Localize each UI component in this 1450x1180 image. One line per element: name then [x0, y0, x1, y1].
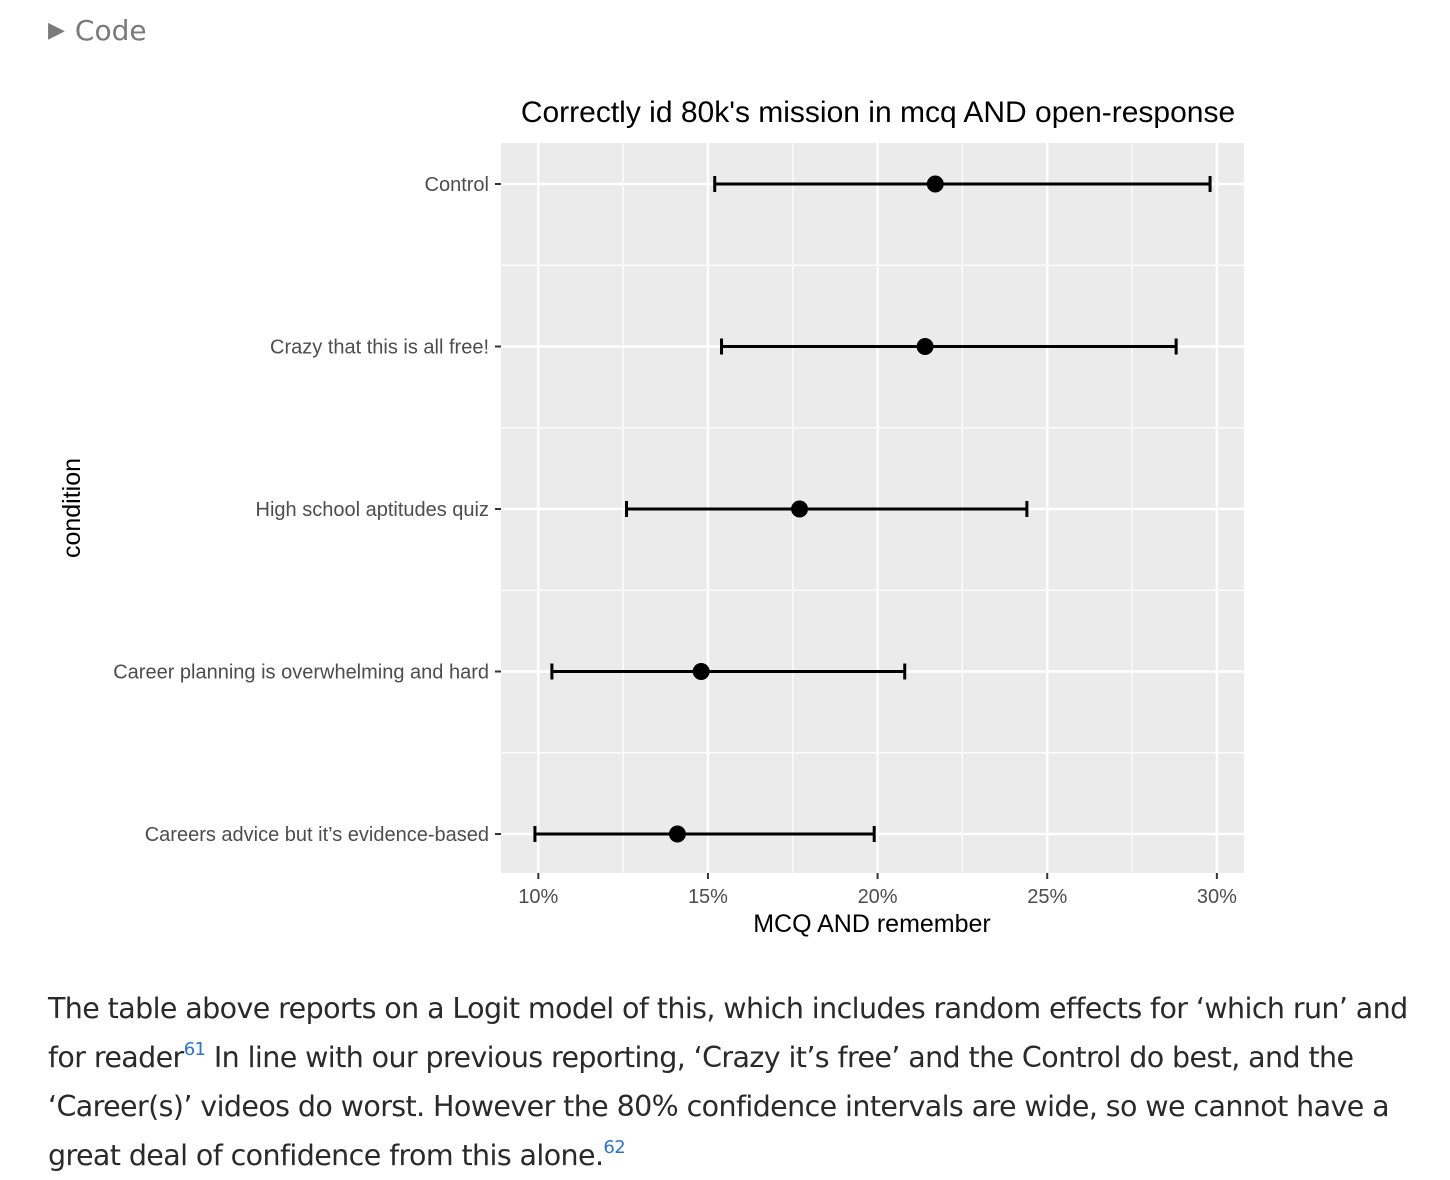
data-marks — [533, 175, 1212, 843]
x-tick-label: 15% — [688, 886, 728, 908]
x-tick-label: 20% — [858, 886, 898, 908]
body-paragraph: The table above reports on a Logit model… — [48, 984, 1438, 1180]
y-tick-label: High school aptitudes quiz — [256, 499, 489, 521]
paragraph-text-1: The table above reports on a Logit model… — [48, 992, 1408, 1074]
y-tick-label: Crazy that this is all free! — [270, 337, 489, 359]
point-estimate — [791, 500, 809, 518]
x-tick-label: 25% — [1027, 886, 1067, 908]
x-tick-label: 10% — [518, 886, 558, 908]
y-tick-label: Careers advice but it’s evidence-based — [145, 824, 489, 846]
point-estimate — [926, 175, 944, 193]
code-toggle-button[interactable]: ▶ Code — [48, 10, 147, 50]
x-axis-label: MCQ AND remember — [753, 910, 991, 938]
triangle-right-icon: ▶ — [48, 17, 65, 43]
footnote-link-62[interactable]: 62 — [603, 1137, 626, 1158]
code-toggle-label: Code — [74, 13, 147, 47]
footnote-link-61[interactable]: 61 — [183, 1039, 206, 1060]
x-axis: 10% 15% 20% 25% 30% — [518, 873, 1237, 908]
y-tick-label: Control — [425, 174, 489, 196]
x-tick-label: 30% — [1197, 886, 1237, 908]
error-bar-chart: Correctly id 80k's mission in mcq AND op… — [58, 96, 1244, 938]
point-estimate — [916, 338, 934, 355]
point-estimate — [692, 663, 710, 680]
y-tick-label: Career planning is overwhelming and hard — [113, 662, 489, 684]
paragraph-text-2: In line with our previous reporting, ‘Cr… — [48, 1041, 1390, 1172]
point-estimate — [668, 825, 686, 843]
y-axis: Control Crazy that this is all free! High … — [113, 174, 501, 846]
chart-title: Correctly id 80k's mission in mcq AND op… — [521, 96, 1235, 129]
y-axis-label: condition — [58, 458, 86, 558]
